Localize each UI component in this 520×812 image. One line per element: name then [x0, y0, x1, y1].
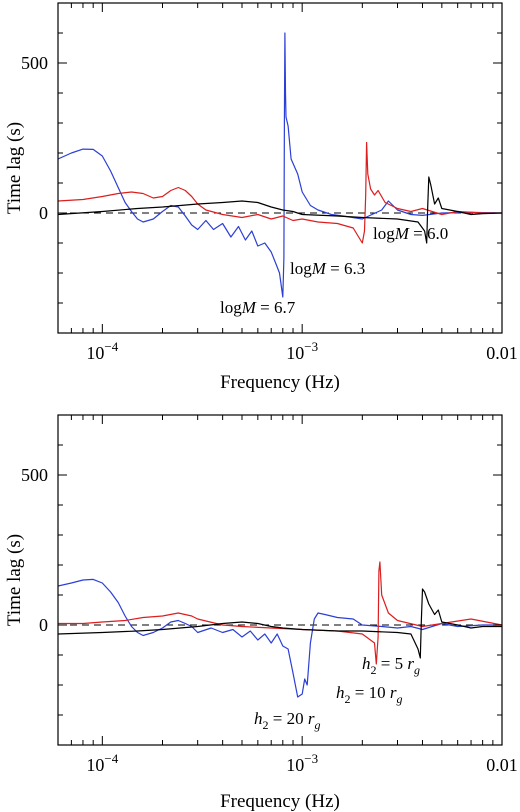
x-axis-label: Frequency (Hz) [220, 372, 340, 393]
series-line-3 [58, 588, 502, 659]
plot-frame [57, 414, 503, 746]
series-line-1 [58, 578, 502, 698]
series-line-2 [58, 141, 502, 244]
series-annotation: h2 = 5 rg [362, 654, 420, 677]
series-line-1 [58, 32, 502, 298]
y-axis-label: Time lag (s) [4, 122, 25, 214]
y-tick-label: 0 [39, 615, 48, 635]
plot-frame [57, 2, 503, 334]
y-tick-label: 500 [21, 53, 48, 73]
series-annotation: h2 = 20 rg [254, 709, 320, 732]
x-axis-label: Frequency (Hz) [220, 791, 340, 812]
series-annotation: logM = 6.7 [220, 298, 296, 317]
series-annotation: logM = 6.0 [373, 224, 448, 243]
series-annotation: logM = 6.3 [290, 259, 365, 278]
y-tick-label: 0 [39, 203, 48, 223]
y-tick-label: 500 [21, 465, 48, 485]
x-tick-label: 0.01 [486, 755, 518, 775]
x-tick-label: 10−3 [286, 751, 318, 775]
series-line-3 [58, 176, 502, 244]
x-tick-label: 10−4 [86, 751, 118, 775]
y-axis-label: Time lag (s) [4, 534, 25, 626]
x-tick-label: 10−4 [86, 339, 118, 363]
series-annotation: h2 = 10 rg [336, 683, 402, 706]
panel-2: 10−4 10−3 0.01 0 500 Frequency (Hz) Time lag (… [4, 414, 518, 812]
panel-1: 10−4 10−3 0.01 0 500 Frequency (Hz) Time lag (… [4, 2, 518, 393]
x-tick-label: 0.01 [486, 343, 518, 363]
x-tick-label: 10−3 [286, 339, 318, 363]
